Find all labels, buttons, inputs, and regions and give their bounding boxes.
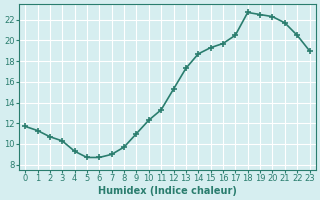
X-axis label: Humidex (Indice chaleur): Humidex (Indice chaleur) — [98, 186, 237, 196]
